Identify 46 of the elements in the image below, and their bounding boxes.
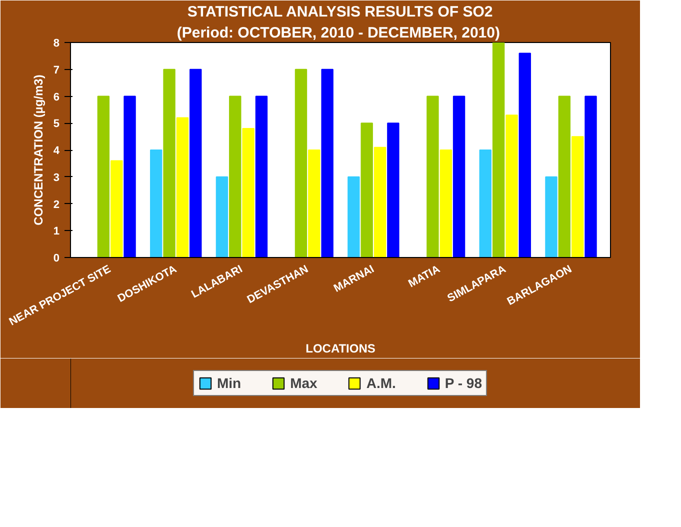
legend-label: P - 98 [444,375,482,391]
bar [321,68,334,258]
bar [216,176,228,258]
bar [229,96,242,258]
bar [110,160,123,258]
bar [452,96,466,258]
y-tick-label: 4 [53,145,60,157]
bar [545,176,558,258]
bar [387,122,400,258]
y-tick-label: 8 [53,38,60,50]
bar [492,42,505,258]
bar [518,52,531,258]
y-tick-label: 5 [53,118,60,130]
bar [426,96,439,258]
bar [190,68,202,258]
legend-label: A.M. [366,375,396,391]
legend-label: Max [290,375,318,391]
x-axis-title: LOCATIONS [306,342,376,356]
y-axis-title: CONCENTRATION (µg/m3) [31,74,46,226]
bar [360,122,373,258]
bar [150,150,162,258]
y-tick-label: 3 [53,172,60,184]
chart-subtitle: (Period: OCTOBER, 2010 - DECEMBER, 2010) [176,24,500,42]
legend-label: Min [216,375,242,391]
y-tick-label: 2 [53,198,60,211]
bar [374,146,386,258]
bar [176,117,189,258]
bar [242,128,254,258]
bar [348,176,360,258]
bar [440,150,452,258]
bar [308,150,320,258]
bar [571,136,584,258]
bar [584,96,597,258]
chart-title: STATISTICAL ANALYSIS RESULTS OF SO2 [187,4,493,20]
y-tick-label: 0 [53,252,60,264]
y-tick-label: 1 [53,226,60,238]
bar [97,96,110,258]
bar [124,96,136,258]
bar [479,150,492,258]
bar [506,114,518,258]
y-tick-label: 7 [53,64,60,76]
y-tick-label: 6 [53,91,60,104]
bar [294,68,308,258]
bar [558,96,570,258]
bar [163,68,176,258]
bar [255,96,268,258]
